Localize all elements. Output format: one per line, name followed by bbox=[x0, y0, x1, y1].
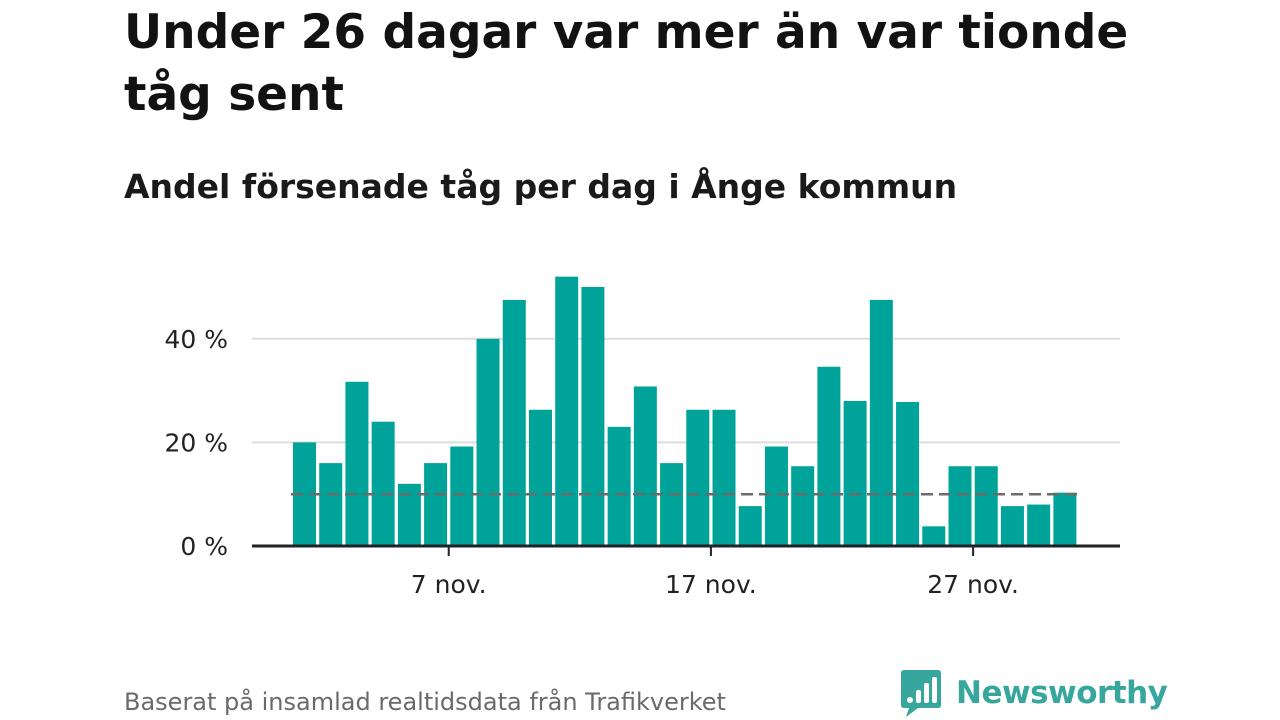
y-tick-label-0: 0 % bbox=[180, 532, 228, 561]
bar-21-nov bbox=[817, 366, 841, 546]
bar-28-nov bbox=[1000, 506, 1024, 546]
bar-29-nov bbox=[1027, 504, 1051, 546]
bar-27-nov bbox=[974, 466, 998, 546]
bar-4-nov bbox=[371, 421, 395, 546]
bar-23-nov bbox=[869, 299, 893, 546]
bar-8-nov bbox=[476, 338, 500, 546]
bar-17-nov bbox=[712, 409, 736, 546]
bar-5-nov bbox=[397, 483, 421, 546]
brand-name: Newsworthy bbox=[956, 675, 1168, 711]
bar-6-nov bbox=[424, 463, 448, 546]
grid-lines bbox=[252, 337, 1120, 444]
y-tick-labels: 0 % 20 % 40 % bbox=[164, 325, 228, 561]
x-tick-label-7-nov: 7 nov. bbox=[411, 570, 487, 599]
chart-title: Under 26 dagar var mer än var tionde tåg… bbox=[124, 5, 1129, 122]
bar-7-nov bbox=[450, 446, 474, 546]
bar-16-nov bbox=[686, 409, 710, 546]
bars bbox=[293, 276, 1077, 546]
bar-14-nov bbox=[633, 386, 657, 546]
bar-11-nov bbox=[555, 276, 579, 546]
bar-9-nov bbox=[502, 299, 526, 546]
x-tick-label-27-nov: 27 nov. bbox=[927, 570, 1019, 599]
bar-18-nov bbox=[738, 506, 762, 546]
chart-subtitle: Andel försenade tåg per dag i Ånge kommu… bbox=[124, 167, 958, 206]
brand-logo: Newsworthy bbox=[900, 668, 1168, 718]
source-note: Baserat på insamlad realtidsdata från Tr… bbox=[124, 688, 726, 716]
y-tick-label-20: 20 % bbox=[164, 428, 228, 457]
bar-13-nov bbox=[607, 426, 631, 546]
y-tick-label-40: 40 % bbox=[164, 325, 228, 354]
bar-22-nov bbox=[843, 400, 867, 546]
bar-chart: 0 % 20 % 40 % 7 nov. 17 nov. 27 nov. bbox=[164, 276, 1120, 599]
bar-25-nov bbox=[922, 526, 946, 546]
newsworthy-logo-icon bbox=[901, 670, 941, 717]
bar-3-nov bbox=[345, 381, 369, 546]
bar-30-nov bbox=[1053, 492, 1077, 546]
bar-26-nov bbox=[948, 466, 972, 546]
bar-15-nov bbox=[660, 463, 684, 546]
bar-1-nov bbox=[293, 442, 316, 546]
x-ticks: 7 nov. 17 nov. 27 nov. bbox=[411, 546, 1019, 599]
bar-20-nov bbox=[791, 466, 815, 546]
bar-24-nov bbox=[896, 401, 920, 546]
x-tick-label-17-nov: 17 nov. bbox=[665, 570, 757, 599]
bar-12-nov bbox=[581, 287, 605, 546]
bar-2-nov bbox=[319, 463, 343, 546]
bar-19-nov bbox=[764, 446, 788, 546]
bar-10-nov bbox=[528, 409, 552, 546]
